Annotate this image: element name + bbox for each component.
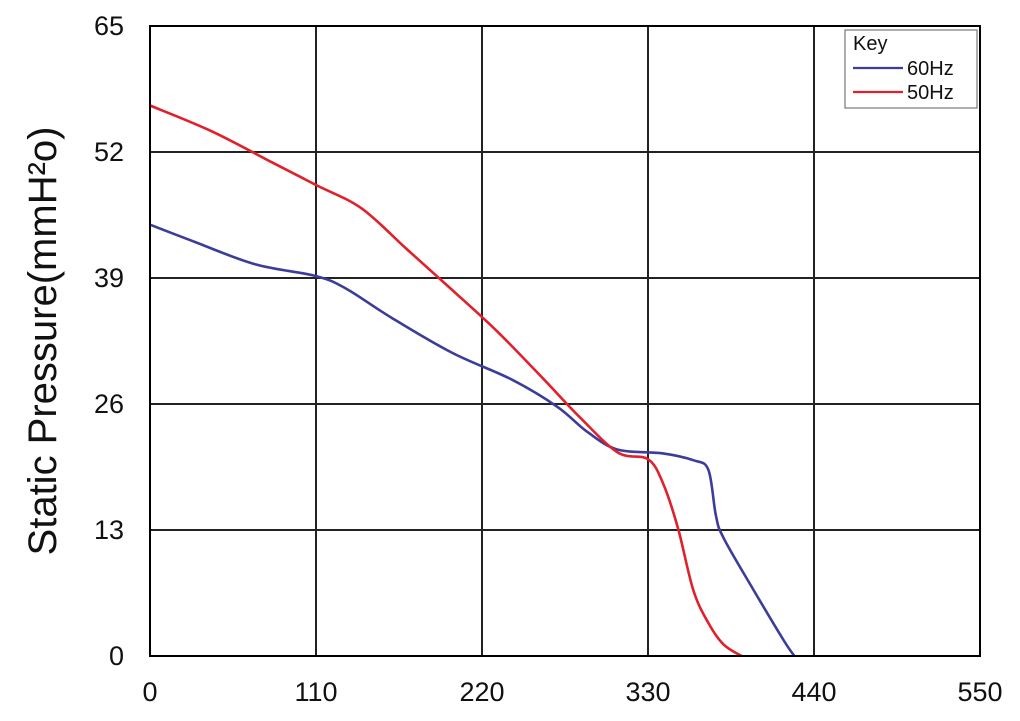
series-group [149,104,796,658]
x-tick-label: 440 [791,677,836,707]
legend-title: Key [853,33,887,55]
y-tick-label: 26 [94,389,124,419]
x-tick-label: 550 [957,677,1002,707]
series-line-60hz [149,223,796,657]
series-line-50hz [149,104,743,658]
x-tick-label: 110 [294,677,337,707]
legend-label-60hz: 60Hz [907,58,954,80]
x-tick-label: 330 [625,677,670,707]
y-tick-label: 65 [94,11,124,41]
plot-frame [149,25,981,657]
y-tick-label: 39 [94,263,124,293]
y-tick-label: 52 [94,137,124,167]
x-tick-labels: 0 110 220 330 440 550 [142,677,1002,707]
x-tick-label: 0 [142,677,157,707]
grid-lines [150,26,980,656]
y-tick-label: 0 [109,641,124,671]
y-tick-label: 13 [94,515,124,545]
legend-label-50hz: 50Hz [907,82,954,104]
x-tick-label: 220 [459,677,504,707]
y-axis-title: Static Pressure(mmH²o) [21,127,65,556]
y-tick-labels: 0 13 26 39 52 65 [94,11,124,671]
